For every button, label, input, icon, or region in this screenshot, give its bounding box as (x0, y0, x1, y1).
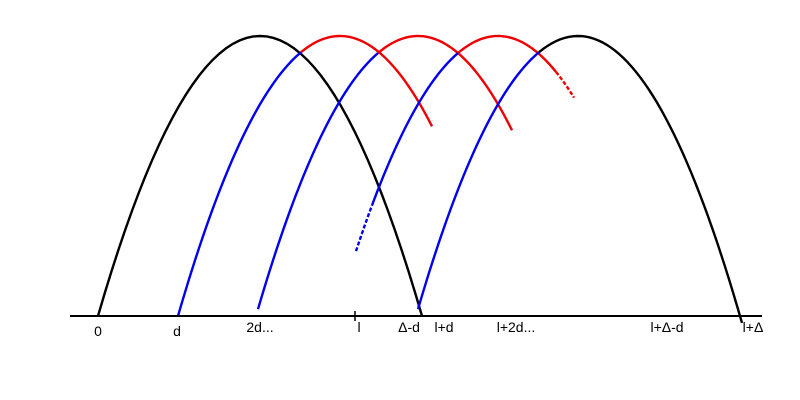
tick-label-l-plus-delta: l+Δ (743, 319, 764, 335)
tick-label-l-plus-delta-minus-d: l+Δ-d (650, 319, 683, 335)
arc-1 (96, 34, 424, 317)
arc-4-left-dashed (354, 204, 374, 252)
tick-label-l: l (357, 319, 360, 335)
arc-5-right (538, 34, 744, 324)
tick-label-0: 0 (94, 323, 102, 339)
tick-label-l-plus-2d: l+2d... (497, 319, 536, 335)
tick-labels: 0 d 2d... l Δ-d l+d l+2d... l+Δ-d l+Δ (94, 319, 763, 339)
arc-2-right (300, 34, 434, 127)
arc-3-right (377, 34, 514, 131)
tick-label-delta-minus-d: Δ-d (398, 319, 420, 335)
arc-4-left (370, 52, 459, 206)
arc-3-left (256, 52, 379, 310)
arc-5-left (416, 51, 540, 310)
arc-4-right (457, 34, 557, 73)
arc-2-left (176, 51, 302, 317)
arc-4-right-dashed (555, 71, 576, 99)
arcs-group (96, 34, 744, 324)
tick-label-l-plus-d: l+d (434, 319, 453, 335)
tick-label-2d: 2d... (246, 319, 273, 335)
tick-label-d: d (173, 323, 181, 339)
